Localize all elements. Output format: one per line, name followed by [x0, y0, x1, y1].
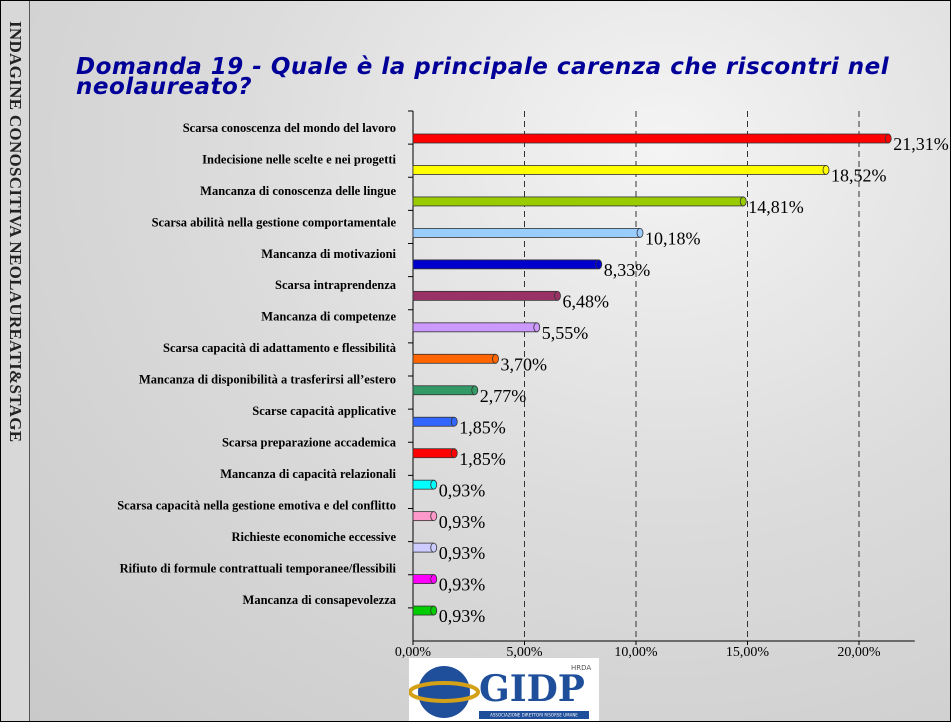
bar-cap: [431, 512, 437, 521]
value-label: 18,52%: [831, 166, 887, 186]
bar-cap: [740, 197, 746, 206]
bar-cap: [431, 480, 437, 489]
value-label: 8,33%: [604, 260, 651, 280]
value-label: 0,93%: [439, 480, 486, 500]
value-label: 10,18%: [645, 229, 701, 249]
slide: INDAGINE CONOSCITIVA NEOLAUREATI&STAGE D…: [0, 0, 951, 722]
bar-cap: [451, 449, 457, 458]
x-tick-label: 15,00%: [726, 645, 770, 660]
value-label: 14,81%: [748, 197, 804, 217]
bar-cap: [431, 543, 437, 552]
y-tick-label: Scarse capacità applicative: [252, 404, 396, 418]
y-tick-label: Scarsa intraprendenza: [275, 278, 397, 292]
bar-cap: [493, 354, 499, 363]
x-tick-label: 10,00%: [614, 645, 658, 660]
bar: [413, 260, 599, 269]
y-tick-label: Mancanza di conoscenza delle lingue: [200, 184, 396, 198]
bar-cap: [472, 386, 478, 395]
value-label: 2,77%: [480, 386, 527, 406]
bar-cap: [555, 291, 561, 300]
value-label: 0,93%: [439, 512, 486, 532]
bar-cap: [534, 323, 540, 332]
value-label: 0,93%: [439, 575, 486, 595]
value-label: 5,55%: [542, 323, 589, 343]
logo-graphic: GIDP HRDA ASSOCIAZIONE DIRETTORI RISORSE…: [409, 658, 599, 721]
y-tick-label: Indecisione nelle scelte e nei progetti: [202, 152, 396, 166]
value-label: 3,70%: [501, 354, 548, 374]
bar-cap: [431, 575, 437, 584]
bar: [413, 386, 475, 395]
y-tick-label: Mancanza di competenze: [261, 310, 396, 324]
bar-cap: [451, 417, 457, 426]
y-tick-label: Scarsa conoscenza del mondo del lavoro: [183, 121, 396, 135]
bar-cap: [823, 165, 829, 174]
bar: [413, 134, 888, 143]
value-label: 0,93%: [439, 606, 486, 626]
y-tick-label: Richieste economiche eccessive: [231, 530, 396, 544]
logo-subtitle: ASSOCIAZIONE DIRETTORI RISORSE UMANE: [490, 713, 578, 718]
logo: GIDP HRDA ASSOCIAZIONE DIRETTORI RISORSE…: [409, 658, 599, 721]
logo-tag: HRDA: [571, 664, 591, 672]
y-tick-label: Scarsa capacità nella gestione emotiva e…: [117, 499, 396, 513]
x-tick-label: 20,00%: [837, 645, 881, 660]
bar-cap: [637, 228, 643, 237]
bar: [413, 291, 558, 300]
bar-cap: [885, 134, 891, 143]
value-label: 0,93%: [439, 543, 486, 563]
value-label: 1,85%: [459, 417, 506, 437]
logo-globe: [418, 666, 470, 718]
y-tick-label: Mancanza di motivazioni: [261, 247, 396, 261]
bar: [413, 165, 826, 174]
value-label: 6,48%: [563, 291, 610, 311]
value-label: 1,85%: [459, 449, 506, 469]
y-tick-label: Scarsa capacità di adattamento e flessib…: [163, 341, 397, 355]
bar: [413, 449, 454, 458]
y-tick-label: Mancanza di consapevolezza: [243, 593, 397, 607]
bar-cap: [431, 606, 437, 615]
y-tick-label: Mancanza di capacità relazionali: [220, 467, 396, 481]
bar: [413, 197, 743, 206]
bar: [413, 354, 496, 363]
y-tick-label: Scarsa preparazione accademica: [222, 436, 397, 450]
bar: [413, 323, 537, 332]
logo-name: GIDP: [479, 668, 585, 710]
bar: [413, 417, 454, 426]
y-tick-label: Rifiuto di formule contrattuali temporan…: [120, 561, 397, 575]
bar-cap: [596, 260, 602, 269]
value-label: 21,31%: [893, 134, 949, 154]
bar: [413, 228, 640, 237]
y-tick-label: Scarsa abilità nella gestione comportame…: [152, 215, 397, 229]
y-tick-label: Mancanza di disponibilità a trasferirsi …: [139, 373, 396, 387]
chart: 0,00%5,00%10,00%15,00%20,00%Scarsa conos…: [1, 1, 950, 661]
